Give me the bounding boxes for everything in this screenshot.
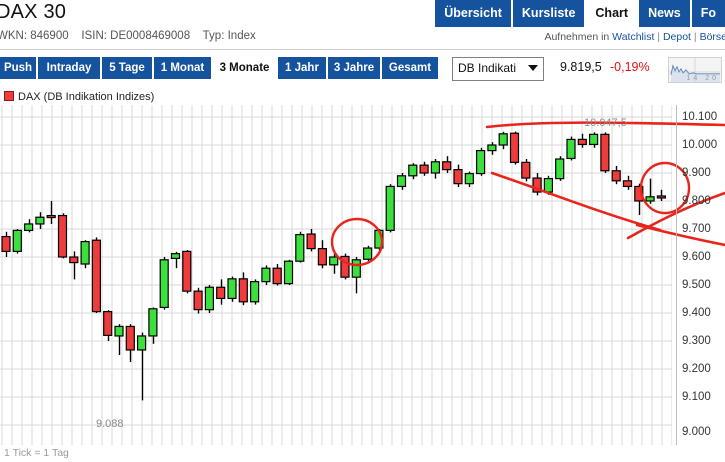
- y-axis-line: [676, 105, 677, 445]
- intraday-sparkline[interactable]: 14 20: [668, 57, 722, 83]
- nav-tab-uebersicht[interactable]: Übersicht: [435, 0, 511, 27]
- high-annotation-label: 10.047,5: [584, 117, 627, 129]
- header-divider: [0, 49, 725, 50]
- chart-area[interactable]: 10.047,5 9.088 10.100 10.000 9.900 9.800…: [0, 105, 725, 462]
- main-nav-tabs: Übersicht Kursliste Chart News Fo: [433, 0, 725, 27]
- chart-toolbar: Push Intraday 5 Tage 1 Monat 3 Monate 1 …: [0, 57, 725, 83]
- wkn-value: 846900: [30, 30, 69, 42]
- page-header: DAX 30 Übersicht Kursliste Chart News Fo: [0, 0, 725, 27]
- nav-tab-kursliste[interactable]: Kursliste: [512, 0, 585, 27]
- y-tick-9300: 9.300: [682, 335, 711, 347]
- timeframe-1-monat[interactable]: 1 Monat: [154, 57, 211, 79]
- tick-note: 1 Tick = 1 Tag: [4, 447, 69, 459]
- timeframe-intraday[interactable]: Intraday: [38, 57, 100, 79]
- chevron-down-icon: [528, 65, 538, 71]
- y-tick-9200: 9.200: [682, 363, 711, 375]
- y-tick-9100: 9.100: [682, 391, 711, 403]
- grid-lines: [0, 105, 672, 445]
- y-tick-9800: 9.800: [682, 195, 711, 207]
- wkn-label: WKN:: [0, 30, 28, 42]
- boerse-link[interactable]: Börse: [699, 31, 725, 43]
- timeframe-gesamt[interactable]: Gesamt: [382, 57, 438, 79]
- resistance-horizontal-line: [485, 121, 725, 129]
- chart-legend: DAX (DB Indikation Indizes): [4, 91, 154, 103]
- watchlist-link[interactable]: Watchlist: [612, 31, 655, 43]
- typ-label: Typ:: [202, 30, 225, 42]
- consolidation-circle-right: [639, 161, 691, 215]
- y-tick-10100: 10.100: [682, 111, 718, 123]
- separator-1: |: [657, 31, 661, 43]
- isin-label: ISIN:: [81, 30, 107, 42]
- typ-value: Index: [227, 30, 256, 42]
- sparkline-axis-labels: 14 20: [686, 75, 719, 82]
- depot-link[interactable]: Depot: [662, 31, 691, 43]
- timeframe-push[interactable]: Push: [0, 57, 36, 79]
- y-tick-9900: 9.900: [682, 167, 711, 179]
- legend-marker-icon: [4, 91, 14, 101]
- separator-2: |: [693, 31, 697, 43]
- watchlist-actions: Aufnehmen in Watchlist | Depot | Börse: [544, 31, 725, 43]
- y-tick-9700: 9.700: [682, 223, 711, 235]
- data-source-select[interactable]: DB Indikati: [452, 57, 544, 81]
- candle-series: [1, 131, 667, 401]
- hand-drawn-annotations: [330, 121, 725, 267]
- support-ascending-line: [626, 191, 725, 240]
- y-tick-9400: 9.400: [682, 307, 711, 319]
- y-tick-9500: 9.500: [682, 279, 711, 291]
- nav-tab-forum[interactable]: Fo: [691, 0, 725, 27]
- legend-series-label: DAX (DB Indikation Indizes): [18, 91, 155, 103]
- timeframe-1-jahr[interactable]: 1 Jahr: [278, 57, 326, 79]
- instrument-identifiers: WKN: 846900 ISIN: DE0008469008 Typ: Inde…: [0, 30, 256, 42]
- nav-tab-chart[interactable]: Chart: [586, 0, 638, 27]
- data-source-value: DB Indikati: [458, 61, 517, 75]
- aufnehmen-label: Aufnehmen in: [544, 31, 610, 43]
- low-annotation-label: 9.088: [96, 418, 124, 430]
- isin-value: DE0008469008: [110, 30, 191, 42]
- timeframe-5-tage[interactable]: 5 Tage: [102, 57, 152, 79]
- last-price: 9.819,5: [560, 60, 602, 74]
- consolidation-circle-left: [330, 217, 384, 267]
- nav-tab-news[interactable]: News: [639, 0, 690, 27]
- timeframe-3-monate[interactable]: 3 Monate: [213, 57, 276, 79]
- y-tick-9600: 9.600: [682, 251, 711, 263]
- candlestick-plot[interactable]: [0, 105, 672, 445]
- plot-svg: [0, 105, 672, 445]
- y-axis: 10.100 10.000 9.900 9.800 9.700 9.600 9.…: [672, 105, 725, 462]
- support-descending-line: [490, 171, 662, 232]
- y-tick-9000: 9.000: [682, 426, 711, 438]
- change-percent: -0,19%: [610, 60, 650, 74]
- page-title: DAX 30: [0, 1, 67, 23]
- timeframe-3-jahre[interactable]: 3 Jahre: [328, 57, 380, 79]
- instrument-meta-bar: WKN: 846900 ISIN: DE0008469008 Typ: Inde…: [0, 27, 725, 49]
- y-tick-10000: 10.000: [682, 139, 718, 151]
